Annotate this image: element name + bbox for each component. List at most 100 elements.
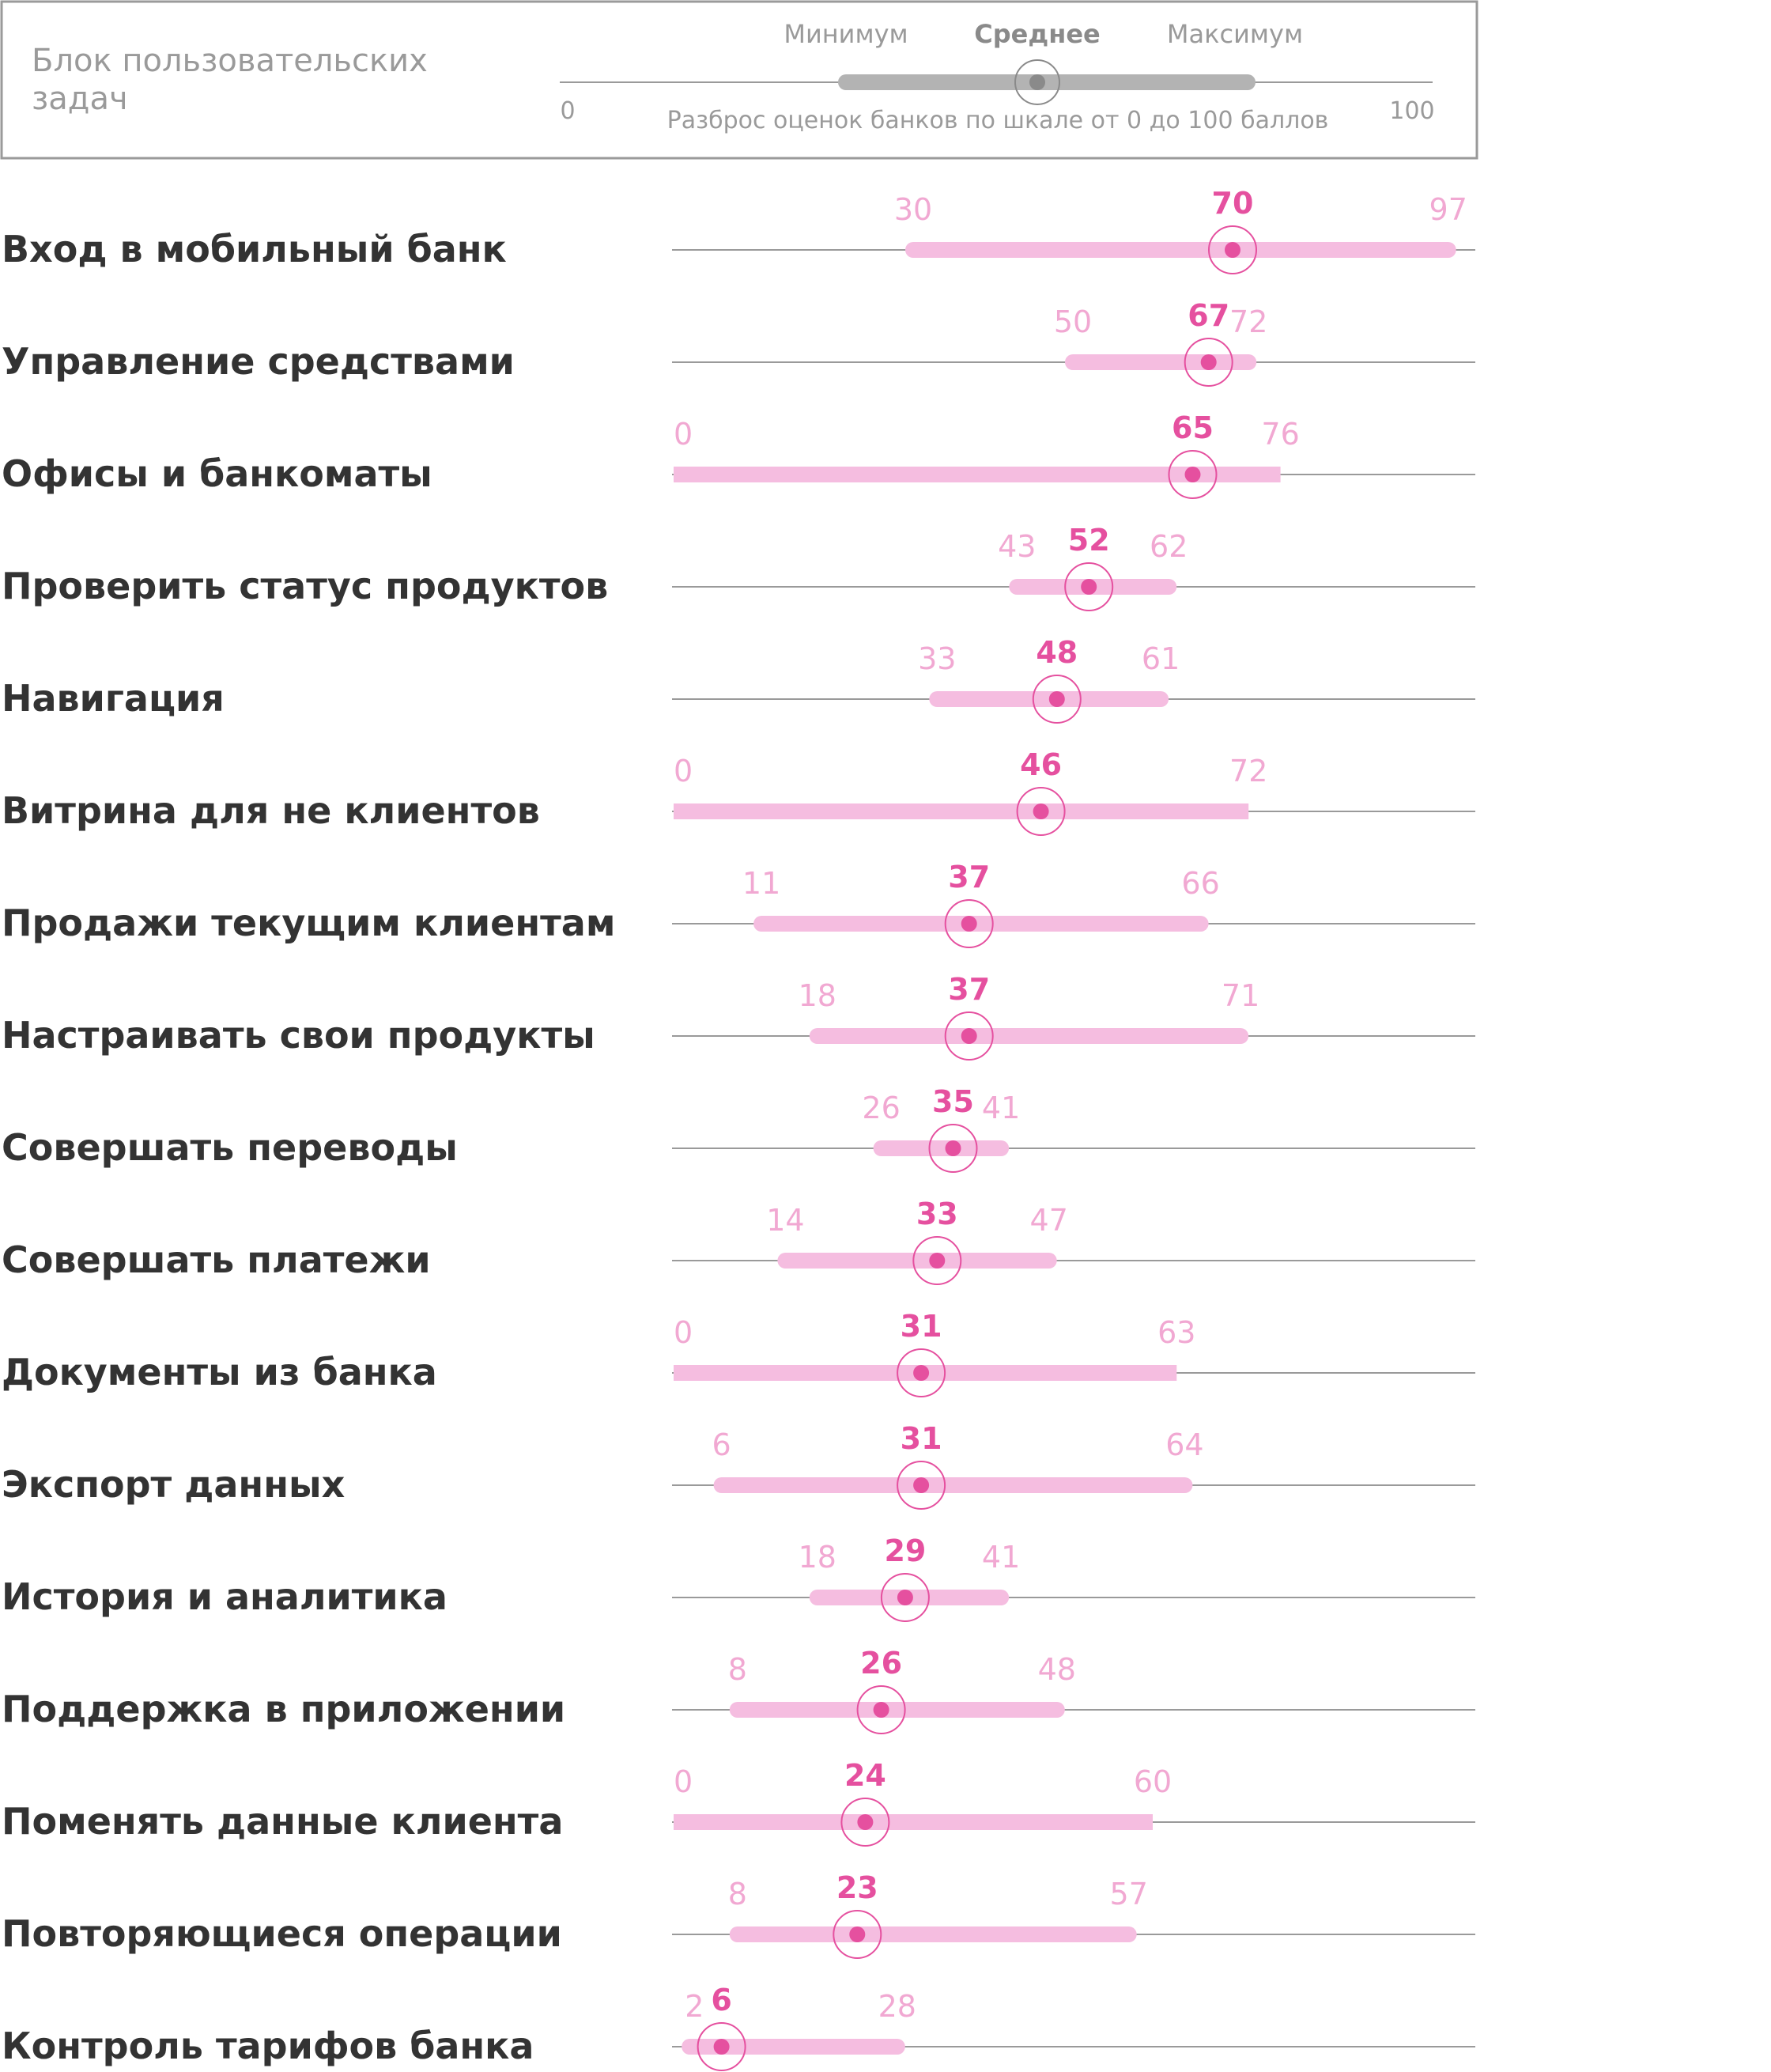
row-label: Экспорт данных	[2, 1463, 345, 1506]
max-value-label: 97	[1429, 192, 1467, 227]
max-value-label: 60	[1134, 1764, 1172, 1799]
legend-avg-ring	[1014, 59, 1060, 105]
avg-ring	[1016, 787, 1066, 836]
legend-title-line2: задач	[32, 81, 128, 117]
row-label: Вход в мобильный банк	[2, 228, 507, 270]
row-label: Совершать платежи	[2, 1238, 431, 1281]
max-value-label: 62	[1150, 529, 1188, 564]
legend-avg-label: Среднее	[974, 19, 1100, 49]
avg-value-label: 65	[1172, 410, 1214, 445]
row-label: Контроль тарифов банка	[2, 2025, 534, 2067]
avg-dot	[945, 1140, 961, 1156]
max-value-label: 72	[1229, 304, 1267, 339]
avg-ring	[840, 1798, 890, 1847]
avg-ring	[897, 1461, 946, 1510]
min-value-label: 50	[1054, 304, 1092, 339]
max-value-label: 61	[1142, 641, 1180, 676]
legend-title-line1: Блок пользовательских	[32, 43, 428, 79]
avg-dot	[961, 1028, 977, 1044]
row-label: Продажи текущим клиентам	[2, 902, 615, 944]
legend-scale-end: 100	[1389, 97, 1434, 125]
row-label: Поменять данные клиента	[2, 1800, 563, 1843]
avg-value-label: 70	[1212, 186, 1254, 221]
avg-value-label: 46	[1020, 747, 1062, 782]
avg-value-label: 24	[844, 1758, 886, 1793]
avg-value-label: 37	[948, 860, 990, 894]
min-value-label: 6	[712, 1427, 731, 1462]
avg-value-label: 31	[901, 1309, 942, 1344]
avg-value-label: 26	[860, 1646, 902, 1681]
avg-ring	[928, 1124, 978, 1173]
min-value-label: 43	[998, 529, 1036, 564]
row-label: История и аналитика	[2, 1575, 447, 1618]
avg-dot	[961, 916, 977, 932]
avg-dot	[1200, 354, 1217, 370]
avg-dot	[929, 1253, 946, 1269]
avg-value-label: 48	[1036, 635, 1078, 670]
min-value-label: 8	[728, 1652, 747, 1687]
avg-dot	[913, 1365, 930, 1381]
avg-dot	[849, 1926, 866, 1942]
row-label: Поддержка в приложении	[2, 1688, 565, 1730]
avg-dot	[713, 2039, 730, 2055]
min-value-label: 14	[766, 1203, 804, 1238]
avg-ring	[912, 1236, 962, 1285]
avg-dot	[1184, 467, 1201, 482]
avg-ring	[880, 1573, 930, 1622]
max-value-label: 41	[982, 1540, 1020, 1575]
avg-ring	[897, 1348, 946, 1397]
min-value-label: 2	[685, 1989, 704, 2024]
min-value-label: 0	[674, 1315, 693, 1350]
legend-avg-dot	[1029, 74, 1045, 90]
avg-ring	[1032, 675, 1082, 724]
min-value-label: 0	[674, 754, 693, 788]
max-value-label: 47	[1030, 1203, 1068, 1238]
avg-dot	[857, 1814, 874, 1830]
legend-min-label: Минимум	[784, 19, 908, 49]
avg-value-label: 31	[901, 1421, 942, 1456]
max-value-label: 63	[1157, 1315, 1195, 1350]
avg-dot	[913, 1477, 930, 1493]
avg-dot	[1048, 691, 1065, 707]
avg-value-label: 6	[711, 1983, 731, 2017]
row-label: Навигация	[2, 677, 225, 720]
min-value-label: 11	[742, 866, 780, 901]
max-value-label: 66	[1181, 866, 1219, 901]
min-value-label: 8	[728, 1877, 747, 1911]
avg-dot	[873, 1702, 889, 1718]
avg-ring	[1184, 338, 1233, 387]
avg-value-label: 67	[1188, 298, 1229, 333]
avg-dot	[1081, 579, 1097, 595]
avg-dot	[897, 1590, 913, 1605]
avg-value-label: 37	[948, 972, 990, 1007]
row-label: Повторяющиеся операции	[2, 1912, 562, 1955]
row-label: Витрина для не клиентов	[2, 789, 540, 832]
avg-ring	[944, 1011, 994, 1061]
max-value-label: 64	[1165, 1427, 1203, 1462]
row-label: Совершать переводы	[2, 1126, 458, 1169]
max-value-label: 41	[982, 1091, 1020, 1125]
avg-ring	[944, 899, 994, 948]
row-label: Офисы и банкоматы	[2, 452, 432, 495]
row-label: Документы из банка	[2, 1351, 437, 1393]
max-value-label: 57	[1110, 1877, 1148, 1911]
avg-ring	[1208, 225, 1257, 274]
legend-scale-start: 0	[560, 97, 575, 125]
min-value-label: 26	[862, 1091, 900, 1125]
legend-max-label: Максимум	[1167, 19, 1303, 49]
avg-ring	[1168, 450, 1218, 499]
avg-ring	[833, 1910, 882, 1959]
avg-value-label: 33	[916, 1197, 958, 1231]
row-label: Настраивать свои продукты	[2, 1014, 595, 1057]
avg-dot	[1225, 242, 1240, 258]
avg-value-label: 35	[932, 1084, 974, 1119]
legend-box: Блок пользовательских задач Минимум Сред…	[0, 0, 1478, 160]
max-value-label: 76	[1261, 417, 1299, 452]
row-label: Управление средствами	[2, 340, 515, 383]
min-value-label: 18	[799, 1540, 836, 1575]
min-value-label: 18	[799, 978, 836, 1013]
avg-ring	[856, 1685, 906, 1734]
max-value-label: 72	[1229, 754, 1267, 788]
avg-ring	[1064, 562, 1114, 611]
